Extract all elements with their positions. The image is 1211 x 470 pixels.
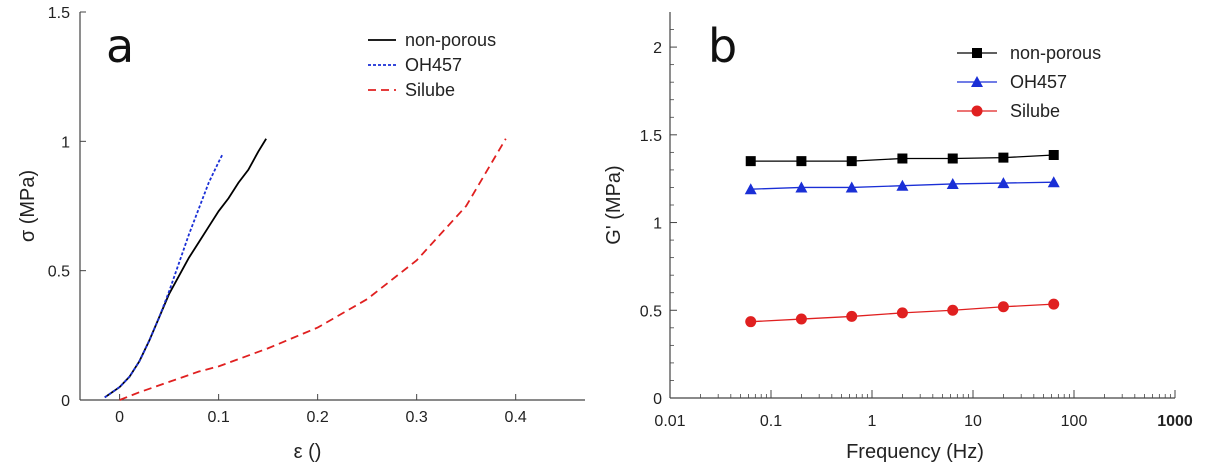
y-tick-label: 0 bbox=[653, 391, 662, 408]
data-point-non-porous bbox=[998, 152, 1009, 163]
x-axis-label: ε () bbox=[294, 441, 322, 463]
x-tick-label: 0 bbox=[115, 409, 124, 426]
y-tick-label: 0 bbox=[61, 393, 70, 410]
series-line-non-porous bbox=[104, 138, 267, 399]
chart-panel-b: 0 0.5 1 1.5 2 0.01 0.1 1 10 100 1000 Frequency (Hz)… bbox=[603, 12, 1193, 463]
legend-label: OH457 bbox=[405, 55, 462, 75]
legend-marker bbox=[972, 48, 982, 58]
data-point-Silube bbox=[947, 304, 959, 316]
x-tick-label: 1 bbox=[868, 413, 877, 430]
data-point-Silube bbox=[896, 307, 908, 319]
legend-marker bbox=[971, 76, 983, 87]
y-tick-label: 2 bbox=[653, 40, 662, 57]
y-tick-label: 1.5 bbox=[48, 5, 70, 22]
x-tick-label: 10 bbox=[964, 413, 982, 430]
data-point-non-porous bbox=[796, 156, 807, 167]
data-point-Silube bbox=[795, 313, 807, 325]
series-line-Silube bbox=[119, 138, 507, 401]
y-axis-label: G' (MPa) bbox=[603, 165, 625, 244]
data-point-OH457 bbox=[1047, 176, 1060, 188]
data-point-non-porous bbox=[947, 153, 958, 164]
data-point-OH457 bbox=[845, 181, 858, 193]
y-tick-label: 1 bbox=[61, 134, 70, 151]
series-line-OH457 bbox=[104, 153, 224, 399]
data-point-OH457 bbox=[795, 181, 808, 193]
panel-label: a bbox=[106, 19, 134, 73]
legend-label: Silube bbox=[405, 80, 455, 100]
panel-label: b bbox=[708, 19, 737, 73]
data-point-non-porous bbox=[1048, 149, 1059, 160]
data-point-OH457 bbox=[946, 177, 959, 189]
data-point-Silube bbox=[846, 310, 858, 322]
data-point-OH457 bbox=[997, 177, 1010, 189]
data-point-OH457 bbox=[896, 179, 909, 191]
x-tick-label: 0.1 bbox=[208, 409, 230, 426]
y-tick-label: 0.5 bbox=[48, 264, 70, 281]
x-axis-label: Frequency (Hz) bbox=[846, 441, 984, 463]
legend-label: OH457 bbox=[1010, 72, 1067, 92]
x-tick-label: 0.1 bbox=[760, 413, 782, 430]
x-tick-label: 1000 bbox=[1157, 413, 1193, 430]
chart-panel-a: 0 0.5 1 1.5 0 0.1 0.2 0.3 0.4 ε () σ (MPa) a non-por… bbox=[17, 5, 585, 463]
data-point-Silube bbox=[745, 316, 757, 328]
x-tick-label: 0.2 bbox=[307, 409, 329, 426]
data-point-Silube bbox=[1048, 298, 1060, 310]
legend-label: non-porous bbox=[1010, 43, 1101, 63]
y-tick-label: 1 bbox=[653, 216, 662, 233]
data-point-OH457 bbox=[744, 183, 757, 195]
x-tick-label: 0.01 bbox=[654, 413, 685, 430]
data-point-non-porous bbox=[846, 156, 857, 167]
y-tick-label: 0.5 bbox=[640, 303, 662, 320]
x-tick-label: 100 bbox=[1061, 413, 1088, 430]
legend-label: Silube bbox=[1010, 101, 1060, 121]
y-axis-label: σ (MPa) bbox=[17, 170, 39, 242]
data-point-non-porous bbox=[745, 156, 756, 167]
data-point-Silube bbox=[997, 301, 1009, 313]
legend-label: non-porous bbox=[405, 30, 496, 50]
legend-marker bbox=[971, 105, 983, 117]
data-point-non-porous bbox=[897, 153, 908, 164]
x-tick-label: 0.3 bbox=[406, 409, 428, 426]
x-tick-label: 0.4 bbox=[505, 409, 527, 426]
y-tick-label: 1.5 bbox=[640, 128, 662, 145]
